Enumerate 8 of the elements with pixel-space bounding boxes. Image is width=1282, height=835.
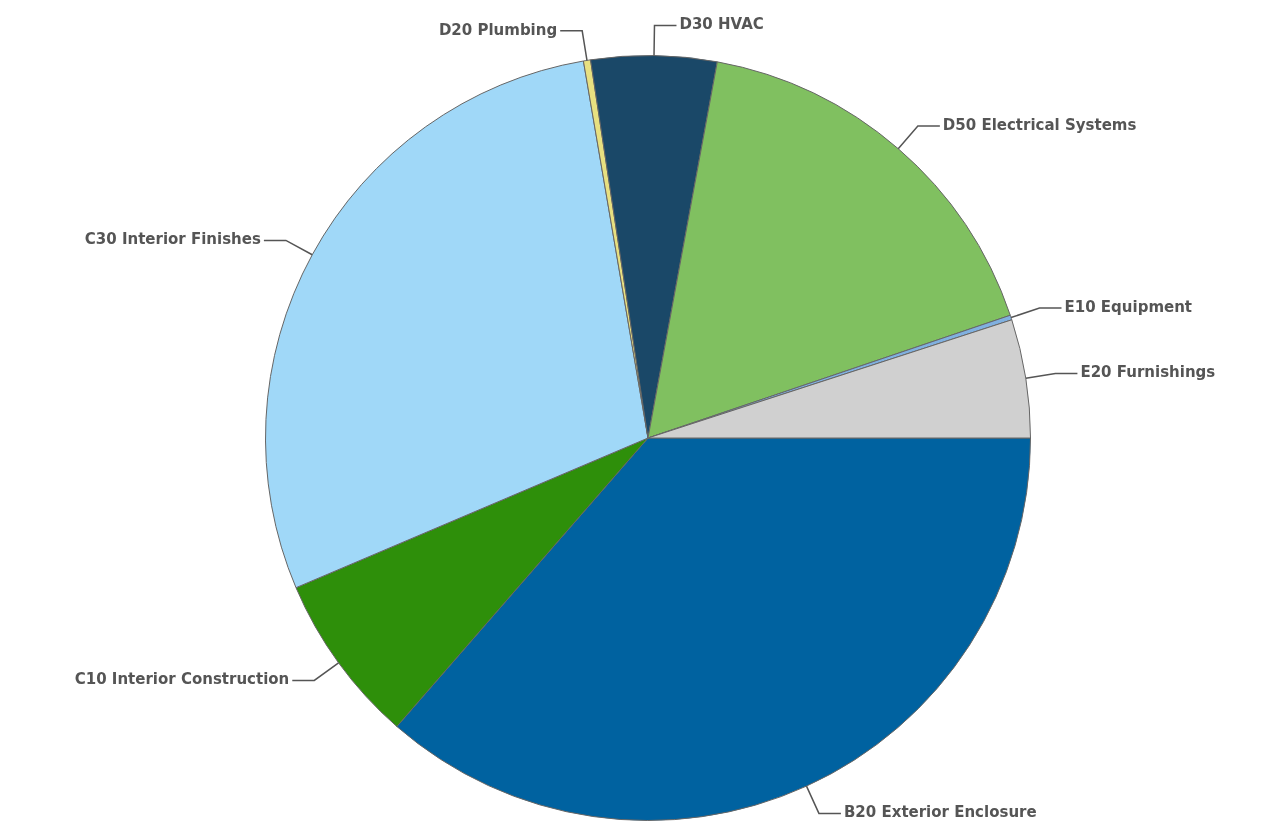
slice-label: C30 Interior Finishes (84, 230, 261, 249)
slice-label: E20 Furnishings (1080, 363, 1216, 382)
slice-label: C10 Interior Construction (74, 670, 290, 689)
slice-label: D20 Plumbing (438, 20, 558, 39)
slice-label: D30 HVAC (679, 15, 764, 34)
slice-label: E10 Equipment (1064, 297, 1193, 316)
slice-label: D50 Electrical Systems (942, 115, 1137, 134)
slice-label: B20 Exterior Enclosure (843, 803, 1037, 822)
